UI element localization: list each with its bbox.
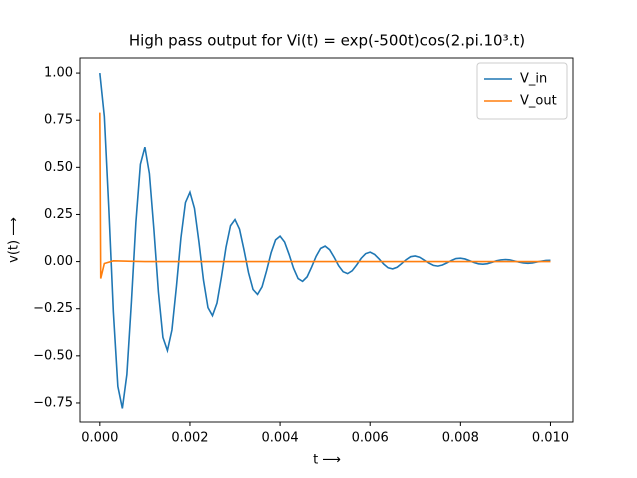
y-axis-label: v(t) ⟶: [7, 217, 22, 263]
x-tick-label: 0.000: [81, 431, 118, 446]
line-series: [99, 72, 551, 409]
y-tick-label: −0.50: [33, 348, 73, 363]
x-tick-label: 0.002: [171, 431, 208, 446]
plot-frame: [79, 57, 574, 423]
y-tick-label: 1.00: [44, 66, 73, 81]
x-tick-label: 0.008: [442, 431, 479, 446]
x-axis-label: t ⟶: [313, 453, 341, 468]
legend-label: V_out: [520, 94, 557, 109]
y-tick-label: 0.50: [44, 160, 73, 175]
legend-label: V_in: [520, 72, 547, 87]
y-tick-label: −0.25: [33, 301, 73, 316]
legend-box: [476, 62, 568, 120]
x-tick-label: 0.004: [261, 431, 298, 446]
x-tick-label: 0.006: [352, 431, 389, 446]
x-tick-label: 0.010: [532, 431, 569, 446]
y-tick-label: 0.00: [44, 254, 73, 269]
chart-title: High pass output for Vi(t) = exp(-500t)c…: [129, 32, 525, 50]
line-series: [99, 112, 551, 279]
y-tick-label: −0.75: [33, 395, 73, 410]
y-tick-label: 0.25: [44, 207, 73, 222]
y-tick-label: 0.75: [44, 113, 73, 128]
